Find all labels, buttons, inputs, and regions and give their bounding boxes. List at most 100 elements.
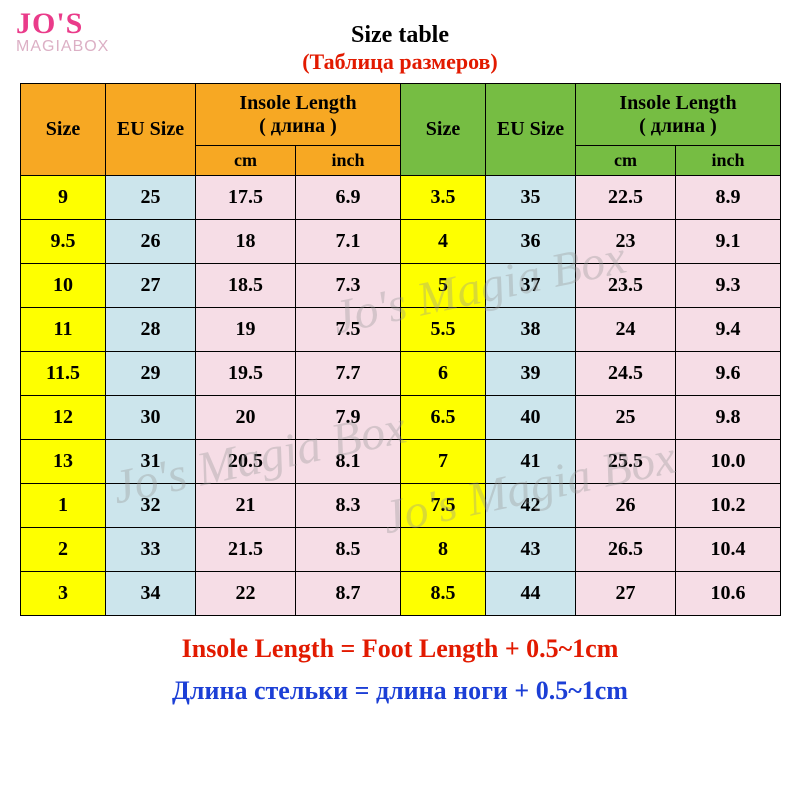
cell: 27 xyxy=(576,572,676,616)
cell: 19.5 xyxy=(196,352,296,396)
cell: 9 xyxy=(21,176,106,220)
cell: 29 xyxy=(106,352,196,396)
footer-note: Insole Length = Foot Length + 0.5~1cm Дл… xyxy=(20,628,780,711)
table-row: 1128197.55.538249.4 xyxy=(21,308,781,352)
cell: 5.5 xyxy=(401,308,486,352)
table-row: 102718.57.353723.59.3 xyxy=(21,264,781,308)
table-row: 9.526187.1436239.1 xyxy=(21,220,781,264)
cell: 20.5 xyxy=(196,440,296,484)
cell: 5 xyxy=(401,264,486,308)
table-row: 11.52919.57.763924.59.6 xyxy=(21,352,781,396)
cell: 8 xyxy=(401,528,486,572)
cell: 2 xyxy=(21,528,106,572)
title-ru: (Таблица размеров) xyxy=(20,49,780,75)
cell: 7.5 xyxy=(401,484,486,528)
cell: 38 xyxy=(486,308,576,352)
cell: 30 xyxy=(106,396,196,440)
table-row: 23321.58.584326.510.4 xyxy=(21,528,781,572)
cell: 10.2 xyxy=(676,484,781,528)
cell: 9.3 xyxy=(676,264,781,308)
cell: 9.5 xyxy=(21,220,106,264)
table-row: 92517.56.93.53522.58.9 xyxy=(21,176,781,220)
title-en: Size table xyxy=(20,22,780,49)
cell: 41 xyxy=(486,440,576,484)
brand-logo: JO'S MAGIABOX xyxy=(16,10,109,54)
cell: 4 xyxy=(401,220,486,264)
cell: 8.1 xyxy=(296,440,401,484)
cell: 8.7 xyxy=(296,572,401,616)
cell: 7 xyxy=(401,440,486,484)
logo-line1: JO'S xyxy=(16,10,109,39)
cell: 23 xyxy=(576,220,676,264)
table-row: 334228.78.5442710.6 xyxy=(21,572,781,616)
cell: 13 xyxy=(21,440,106,484)
cell: 20 xyxy=(196,396,296,440)
table-row: 1230207.96.540259.8 xyxy=(21,396,781,440)
cell: 22.5 xyxy=(576,176,676,220)
cell: 31 xyxy=(106,440,196,484)
cell: 37 xyxy=(486,264,576,308)
cell: 40 xyxy=(486,396,576,440)
cell: 21 xyxy=(196,484,296,528)
cell: 10.4 xyxy=(676,528,781,572)
cell: 18 xyxy=(196,220,296,264)
cell: 6.5 xyxy=(401,396,486,440)
cell: 25.5 xyxy=(576,440,676,484)
cell: 19 xyxy=(196,308,296,352)
cell: 34 xyxy=(106,572,196,616)
footer-en: Insole Length = Foot Length + 0.5~1cm xyxy=(20,628,780,670)
cell: 6 xyxy=(401,352,486,396)
cell: 8.9 xyxy=(676,176,781,220)
cell: 26 xyxy=(106,220,196,264)
table-row: 133120.58.174125.510.0 xyxy=(21,440,781,484)
cell: 3 xyxy=(21,572,106,616)
cell: 28 xyxy=(106,308,196,352)
footer-ru: Длина стельки = длина ноги + 0.5~1cm xyxy=(20,670,780,712)
hdr-cm-r: cm xyxy=(576,146,676,176)
cell: 7.5 xyxy=(296,308,401,352)
logo-line2: MAGIABOX xyxy=(16,39,109,54)
cell: 18.5 xyxy=(196,264,296,308)
cell: 9.4 xyxy=(676,308,781,352)
cell: 32 xyxy=(106,484,196,528)
hdr-insole-r: Insole Length( длина ) xyxy=(576,84,781,146)
hdr-size-l: Size xyxy=(21,84,106,176)
cell: 6.9 xyxy=(296,176,401,220)
hdr-inch-r: inch xyxy=(676,146,781,176)
cell: 25 xyxy=(106,176,196,220)
cell: 26 xyxy=(576,484,676,528)
page-title: Size table (Таблица размеров) xyxy=(20,22,780,75)
cell: 43 xyxy=(486,528,576,572)
cell: 10 xyxy=(21,264,106,308)
cell: 27 xyxy=(106,264,196,308)
cell: 1 xyxy=(21,484,106,528)
cell: 44 xyxy=(486,572,576,616)
cell: 7.3 xyxy=(296,264,401,308)
cell: 8.5 xyxy=(401,572,486,616)
cell: 3.5 xyxy=(401,176,486,220)
cell: 12 xyxy=(21,396,106,440)
cell: 7.7 xyxy=(296,352,401,396)
hdr-insole-l: Insole Length( длина ) xyxy=(196,84,401,146)
hdr-cm-l: cm xyxy=(196,146,296,176)
cell: 23.5 xyxy=(576,264,676,308)
cell: 36 xyxy=(486,220,576,264)
cell: 24.5 xyxy=(576,352,676,396)
hdr-size-r: Size xyxy=(401,84,486,176)
cell: 35 xyxy=(486,176,576,220)
cell: 7.1 xyxy=(296,220,401,264)
cell: 10.0 xyxy=(676,440,781,484)
table-row: 132218.37.5422610.2 xyxy=(21,484,781,528)
cell: 8.5 xyxy=(296,528,401,572)
hdr-inch-l: inch xyxy=(296,146,401,176)
cell: 9.1 xyxy=(676,220,781,264)
cell: 8.3 xyxy=(296,484,401,528)
cell: 9.8 xyxy=(676,396,781,440)
cell: 17.5 xyxy=(196,176,296,220)
cell: 9.6 xyxy=(676,352,781,396)
cell: 39 xyxy=(486,352,576,396)
hdr-eu-l: EU Size xyxy=(106,84,196,176)
size-table: Size EU Size Insole Length( длина ) Size… xyxy=(20,83,781,616)
cell: 11 xyxy=(21,308,106,352)
cell: 10.6 xyxy=(676,572,781,616)
